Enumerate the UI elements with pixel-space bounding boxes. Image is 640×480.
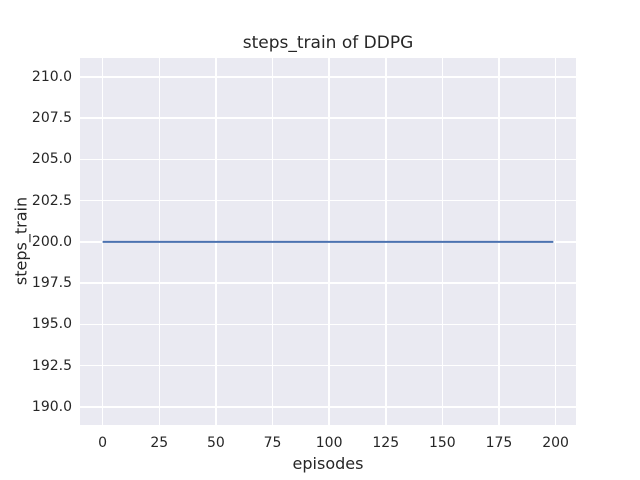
vertical-gridline (101, 58, 104, 425)
y-tick-label: 197.5 (31, 275, 72, 292)
x-tick-label: 175 (485, 435, 513, 451)
x-tick-label: 50 (206, 435, 225, 451)
chart-title: steps_train of DDPG (242, 33, 414, 53)
horizontal-gridline (80, 364, 576, 367)
y-tick-label: 200.0 (31, 233, 72, 250)
vertical-gridline (554, 58, 557, 425)
x-tick-label: 200 (542, 435, 569, 451)
x-tick-label: 100 (315, 435, 343, 451)
y-tick-label: 207.5 (31, 110, 72, 127)
y-tick-label: 202.5 (31, 192, 72, 209)
horizontal-gridline (80, 282, 576, 284)
x-tick-label: 25 (150, 435, 169, 451)
plot-area (80, 58, 576, 425)
y-tick-label: 192.5 (31, 357, 72, 374)
horizontal-gridline (80, 406, 576, 408)
x-axis-label: episodes (292, 454, 364, 473)
line-series-layer (102, 240, 554, 243)
horizontal-gridline (80, 158, 576, 161)
x-tick-label: 0 (98, 435, 108, 451)
horizontal-gridline (80, 117, 576, 119)
x-tick-label: 150 (428, 435, 456, 451)
horizontal-gridline (80, 199, 576, 202)
y-tick-label: 205.0 (31, 151, 72, 168)
horizontal-gridline (80, 323, 576, 326)
x-tick-label: 75 (263, 435, 282, 451)
horizontal-gridline (80, 76, 576, 78)
y-tick-label: 190.0 (31, 398, 72, 415)
y-tick-label: 210.0 (31, 68, 72, 85)
x-tick-label: 125 (372, 435, 400, 451)
y-tick-label: 195.0 (31, 316, 72, 333)
